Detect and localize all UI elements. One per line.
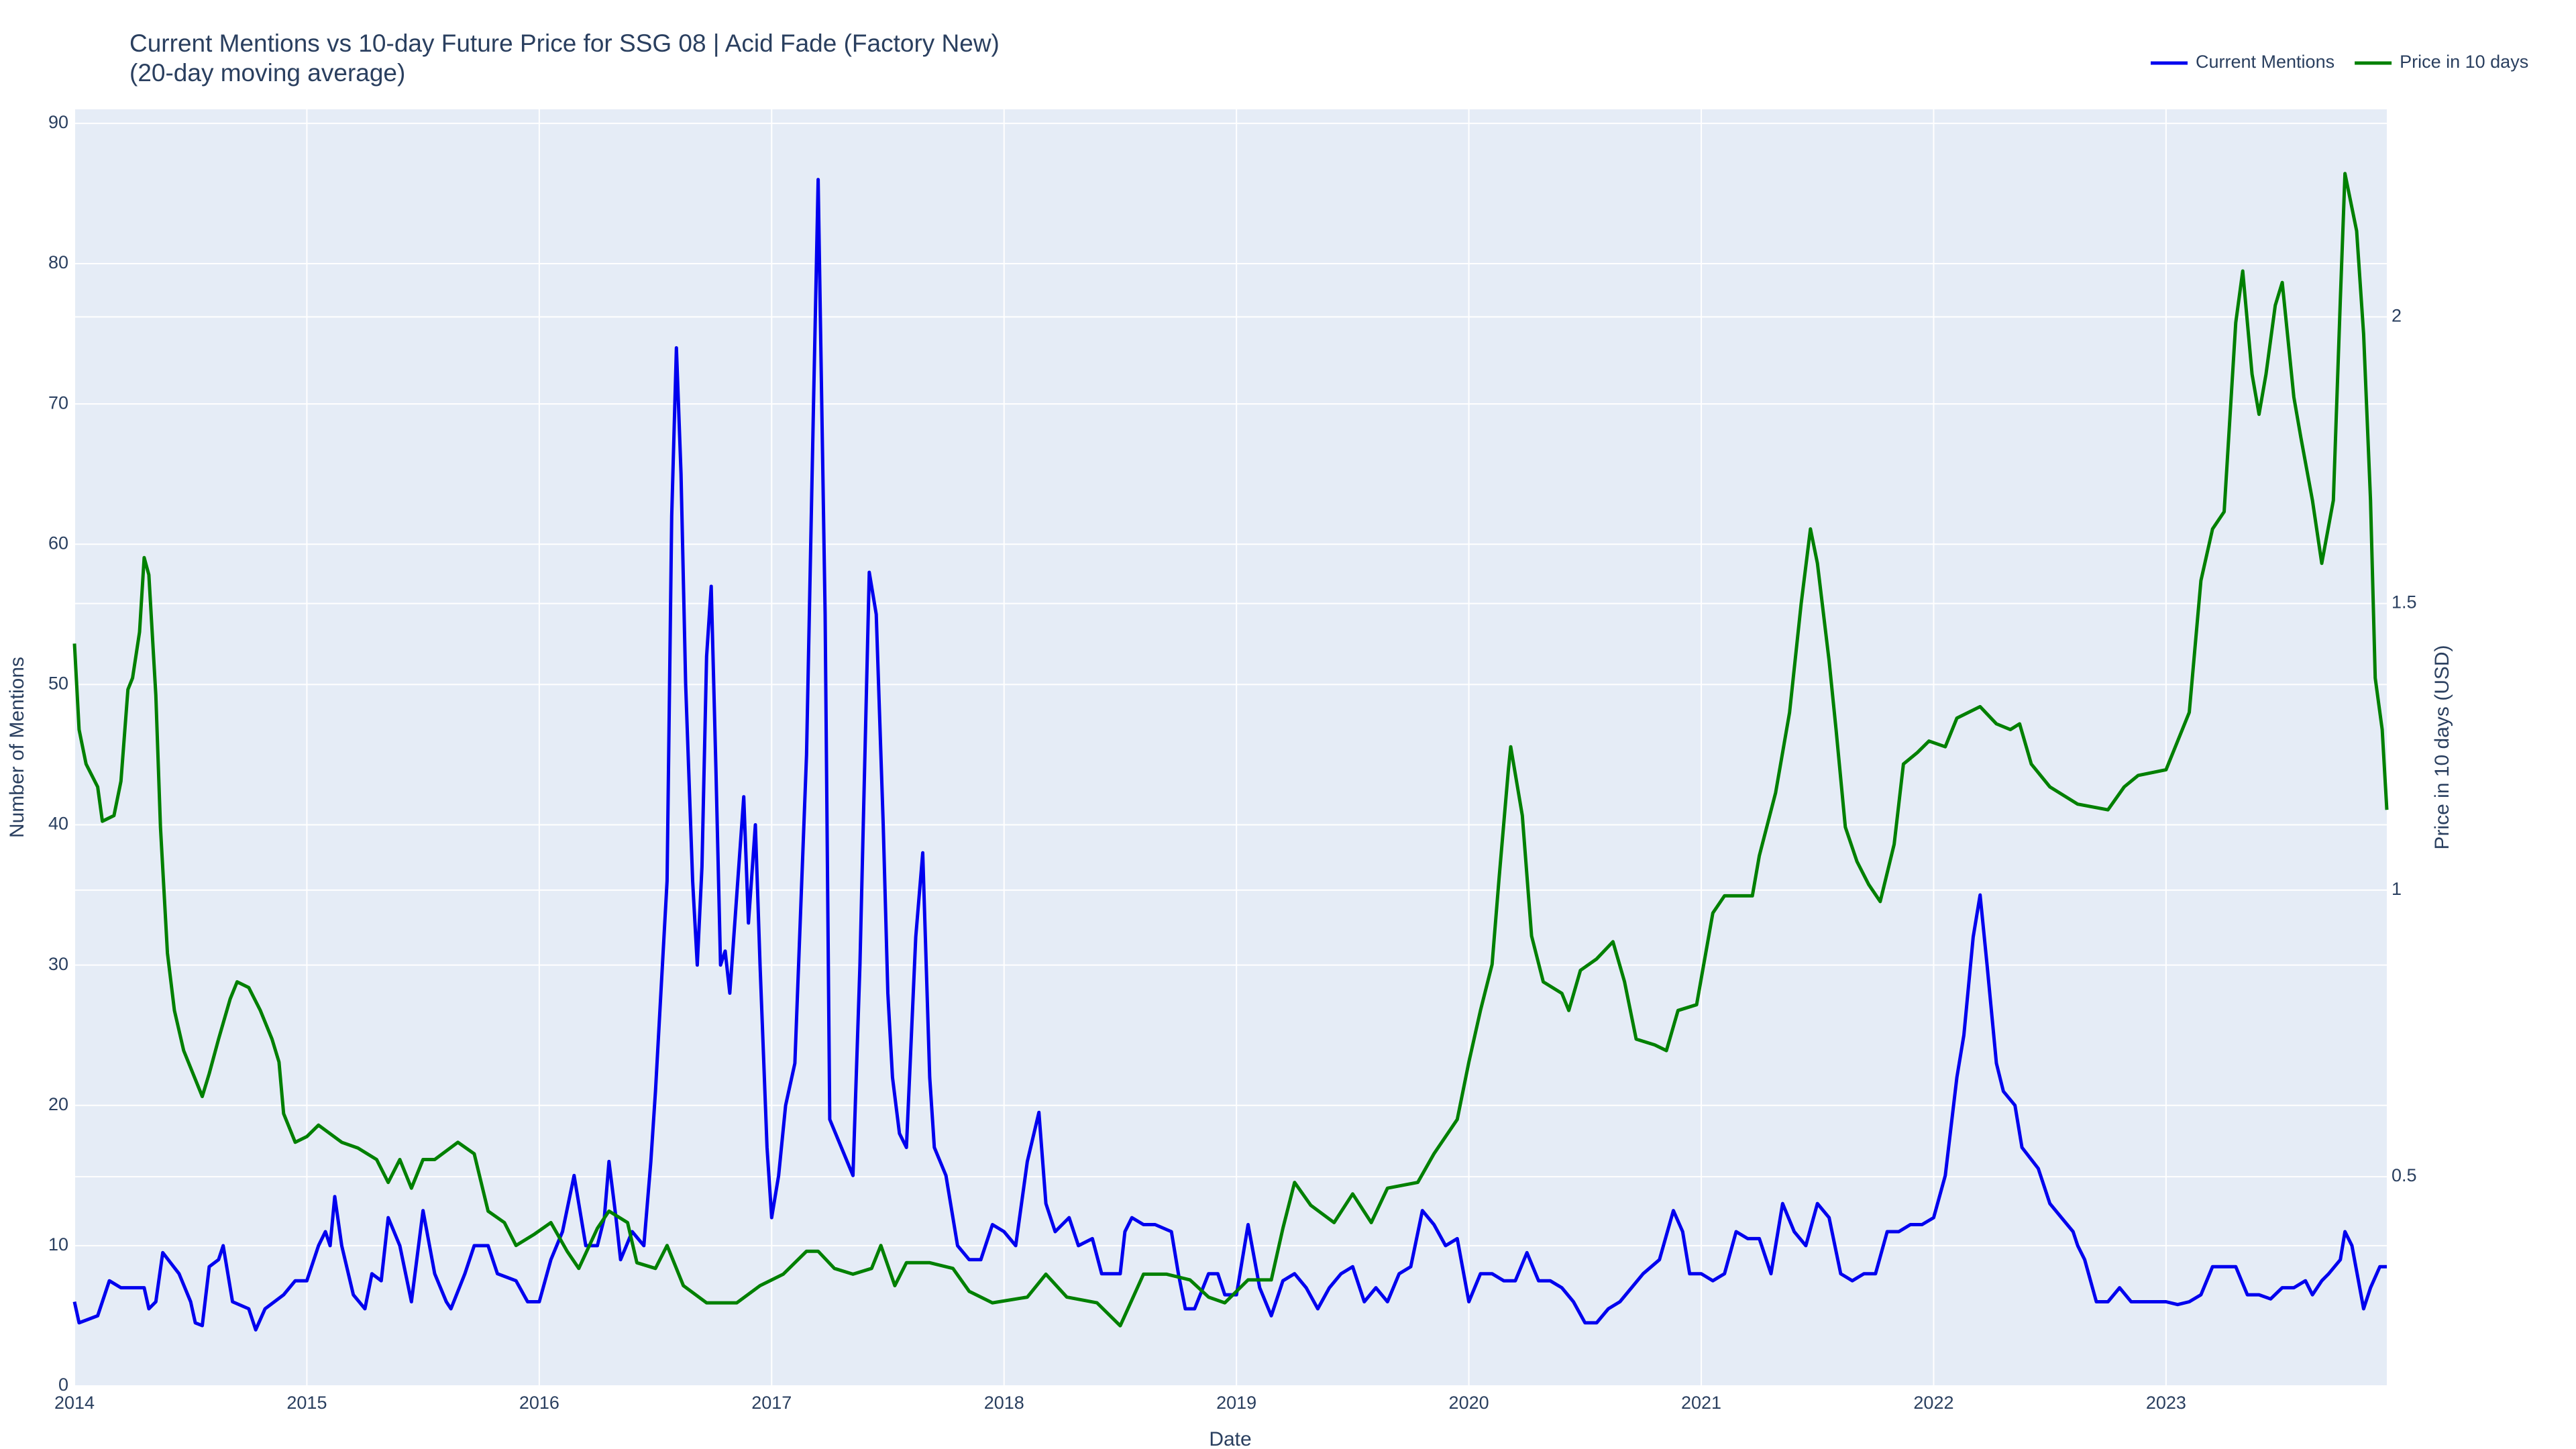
legend-label: Price in 10 days (2400, 52, 2528, 72)
y-tick-label: 80 (48, 252, 68, 272)
x-tick-label: 2018 (984, 1393, 1024, 1413)
y-tick-label: 50 (48, 674, 68, 694)
legend-label: Current Mentions (2196, 52, 2334, 72)
y-tick-label: 0 (58, 1375, 68, 1395)
y2-tick-label: 1 (2392, 879, 2402, 899)
x-tick-label: 2014 (54, 1393, 95, 1413)
chart-title: Current Mentions vs 10-day Future Price … (129, 30, 1000, 57)
y2-axis-title: Price in 10 days (USD) (2431, 645, 2453, 849)
series-line (72, 178, 2387, 1332)
legend: Current Mentions Price in 10 days (2151, 52, 2528, 72)
x-tick-label: 2015 (286, 1393, 327, 1413)
y-tick-label: 30 (48, 954, 68, 974)
y2-tick-label: 2 (2392, 305, 2402, 325)
series-line (72, 172, 2389, 1328)
legend-item[interactable]: Price in 10 days (2355, 52, 2528, 72)
x-tick-label: 2022 (1913, 1393, 1953, 1413)
y-tick-label: 90 (48, 112, 68, 132)
y-tick-label: 20 (48, 1094, 68, 1114)
y2-tick-label: 0.5 (2392, 1165, 2417, 1185)
legend-item[interactable]: Current Mentions (2151, 52, 2334, 72)
y-tick-label: 40 (48, 814, 68, 834)
y-tick-label: 60 (48, 533, 68, 553)
x-tick-label: 2016 (519, 1393, 559, 1413)
x-tick-label: 2020 (1449, 1393, 1489, 1413)
x-tick-label: 2019 (1216, 1393, 1256, 1413)
chart-subtitle: (20-day moving average) (129, 59, 405, 87)
grid (74, 109, 2387, 1387)
y-axis-title: Number of Mentions (6, 657, 28, 838)
y-tick-label: 10 (48, 1234, 68, 1254)
y-tick-label: 70 (48, 392, 68, 413)
x-tick-label: 2017 (751, 1393, 792, 1413)
x-tick-label: 2023 (2146, 1393, 2186, 1413)
x-tick-label: 2021 (1681, 1393, 1721, 1413)
plot-area (74, 109, 2387, 1386)
lines (72, 172, 2389, 1332)
x-axis-title: Date (1209, 1428, 1251, 1449)
y2-tick-label: 1.5 (2392, 592, 2417, 612)
